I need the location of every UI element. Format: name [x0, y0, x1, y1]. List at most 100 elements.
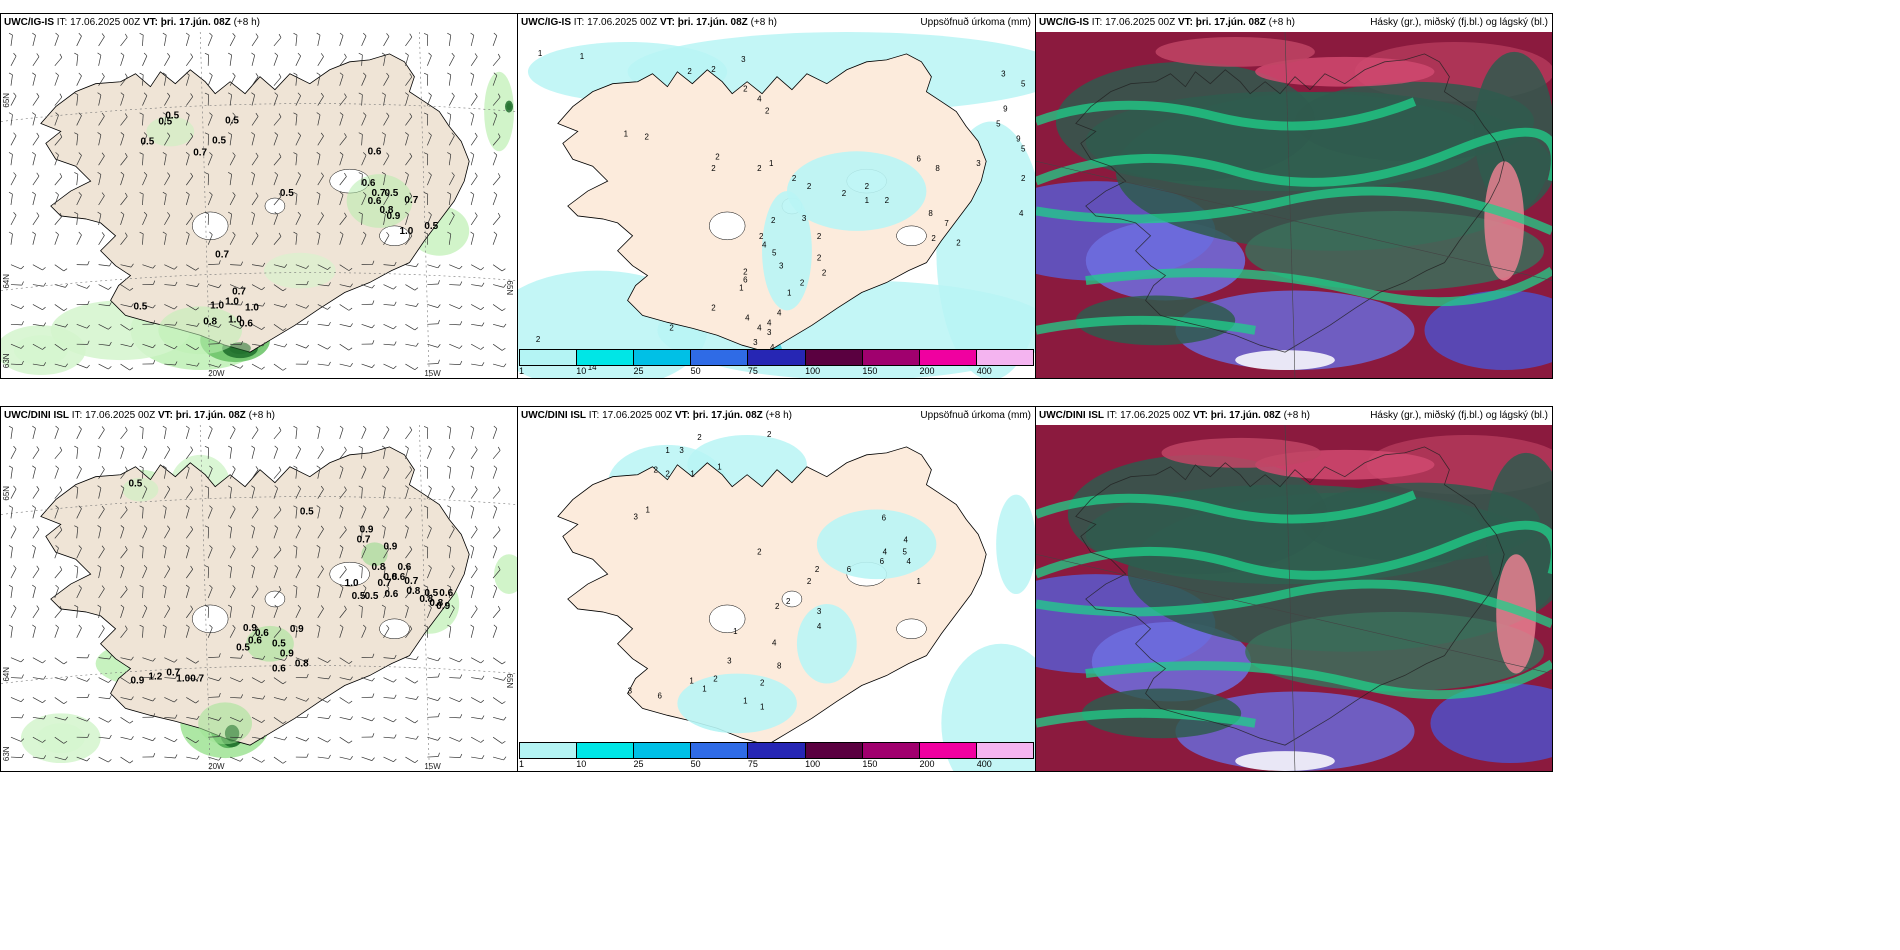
wind-barb — [142, 92, 148, 106]
wind-barb — [427, 92, 432, 106]
wind-barb — [10, 604, 17, 619]
wind-barb — [405, 545, 413, 559]
wind-barb — [204, 172, 209, 186]
wind-barb — [383, 654, 397, 659]
wind-barb — [293, 32, 298, 46]
wind-barb — [427, 132, 432, 146]
wind-barb — [120, 717, 134, 724]
value-label: 3 — [1001, 70, 1006, 79]
wind-barb — [295, 736, 310, 742]
wind-barb — [10, 674, 24, 679]
wind-barb — [273, 132, 279, 146]
value-label: 0.7 — [215, 250, 229, 261]
value-label: 2 — [757, 164, 762, 173]
wind-barb — [423, 585, 429, 599]
wind-barb — [492, 72, 498, 86]
wind-barb — [358, 211, 363, 225]
wind-barb — [98, 112, 105, 126]
wind-barb — [471, 715, 485, 720]
wind-barb — [273, 92, 279, 106]
wind-barb — [339, 565, 347, 579]
wind-barb — [427, 52, 432, 66]
value-label: 0.7 — [357, 534, 371, 545]
wind-barb — [427, 736, 441, 741]
wind-barb — [383, 756, 397, 763]
value-label: 2 — [665, 470, 670, 479]
wind-barb — [164, 657, 178, 663]
wind-barb — [230, 654, 244, 659]
wind-barb — [54, 566, 63, 579]
wind-barb — [207, 231, 213, 245]
wind-barb — [32, 112, 36, 126]
wind-barb — [142, 304, 156, 309]
wind-barb — [361, 584, 367, 599]
wind-barb — [423, 426, 429, 439]
legend-label: 1 — [519, 366, 525, 376]
wind-barb — [251, 625, 259, 638]
wind-barb — [251, 324, 265, 330]
wind-barb — [164, 321, 178, 326]
value-label: 1 — [733, 627, 738, 636]
glacier — [379, 225, 410, 247]
value-label: 8 — [777, 662, 782, 671]
legend-swatch — [691, 350, 749, 365]
wind-barb — [142, 445, 148, 459]
wind-barb — [405, 525, 409, 539]
wind-barb — [251, 564, 256, 579]
wind-barb — [98, 655, 112, 660]
wind-barb — [293, 545, 298, 559]
wind-barb — [449, 736, 463, 742]
valid-time: þri. 17.jún. 08Z — [175, 410, 246, 421]
value-label: 1 — [760, 702, 765, 711]
wind-barb — [295, 172, 301, 186]
wind-barb — [54, 343, 68, 351]
wind-barb — [139, 72, 144, 86]
wind-barb — [229, 363, 244, 369]
legend-swatch — [520, 350, 578, 365]
wind-barb — [405, 113, 413, 126]
lat-label: 64N — [2, 667, 11, 682]
value-label: 2 — [757, 547, 762, 556]
legend-label: 75 — [747, 366, 758, 376]
wind-barb — [54, 624, 59, 638]
wind-barb — [32, 465, 36, 479]
wind-barb — [448, 525, 455, 539]
wind-barb — [427, 211, 432, 226]
wind-barb — [470, 72, 475, 86]
wind-barb — [383, 677, 397, 683]
wind-barb — [295, 753, 309, 758]
wind-barb — [120, 506, 128, 519]
wind-barb — [208, 339, 221, 345]
wind-barb — [317, 361, 331, 366]
wind-barb — [98, 73, 105, 86]
wind-barb — [54, 212, 63, 226]
glacier — [379, 618, 410, 640]
wind-barb — [339, 304, 353, 311]
value-label: 0.5 — [352, 591, 366, 602]
wind-barb — [164, 525, 171, 539]
wind-barb — [76, 677, 90, 682]
wind-barb — [381, 445, 386, 459]
wind-barb — [186, 343, 200, 351]
lat-label: 64N — [2, 274, 11, 289]
wind-barb — [251, 545, 259, 559]
value-label: 2 — [760, 679, 765, 688]
value-labels: 0.50.50.50.50.50.7 0.60.60.70.60.50.70.80… — [133, 111, 438, 330]
wind-barb — [76, 465, 82, 479]
wind-barb — [32, 584, 36, 599]
wind-barb — [54, 446, 63, 460]
wind-barb — [76, 231, 82, 245]
wind-barb — [381, 525, 386, 539]
wind-barb — [162, 465, 167, 479]
wind-barb — [142, 673, 156, 678]
wind-barb — [97, 485, 102, 499]
wind-barb — [448, 604, 455, 619]
wind-barb — [339, 465, 344, 479]
panel-title: Uppsöfnuð úrkoma (mm) — [920, 17, 1031, 28]
wind-barb — [54, 657, 68, 665]
wind-barb — [339, 505, 344, 519]
wind-barb — [317, 736, 331, 743]
value-label: 0.6 — [368, 146, 382, 157]
lead-time: (+8 h) — [750, 17, 777, 28]
wind-barb — [54, 756, 69, 761]
